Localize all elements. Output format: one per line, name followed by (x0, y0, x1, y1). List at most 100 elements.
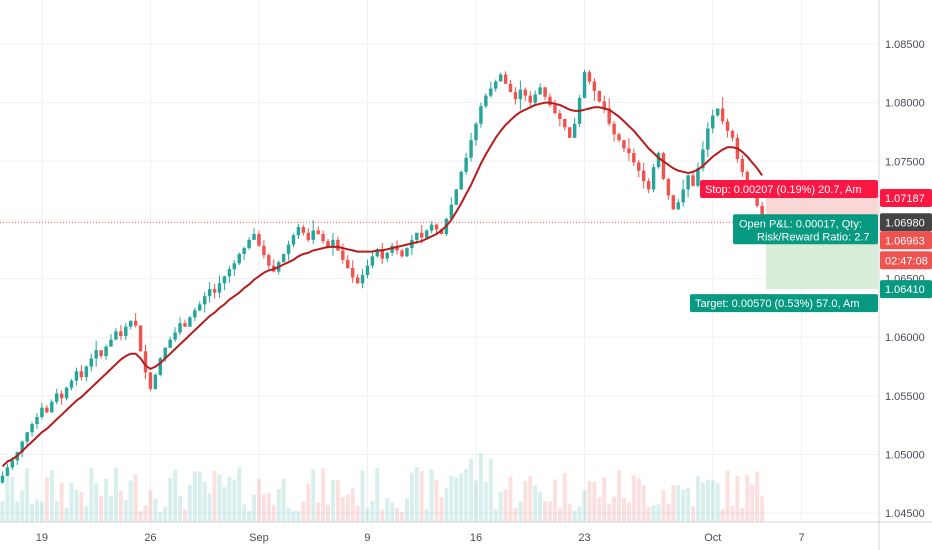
candle-body (666, 178, 671, 196)
volume-bar (212, 470, 217, 522)
candle-body (508, 83, 513, 93)
candle-body (597, 90, 602, 102)
candle-body (691, 175, 695, 186)
volume-bar (681, 489, 686, 522)
volume-bar (20, 490, 25, 522)
candle-body (676, 202, 680, 210)
volume-bar (187, 484, 192, 522)
candle-body (740, 158, 745, 172)
candle-body (479, 106, 483, 124)
volume-bar (296, 510, 301, 522)
volume-bar (617, 470, 622, 522)
ma-line (1, 101, 763, 468)
volume-bar (335, 480, 340, 522)
candle-body (306, 232, 311, 240)
volume-bar (528, 476, 533, 522)
volume-bar (15, 501, 20, 522)
target-label-text: Target: 0.00570 (0.53%) 57.0, Am (695, 298, 860, 310)
volume-bar (109, 495, 113, 522)
pnl-text: Open P&L: 0.00017, Qty: (739, 218, 862, 230)
candle-body (370, 256, 375, 266)
countdown-tag-bg (880, 251, 932, 270)
volume-bar (567, 503, 572, 522)
candle-body (207, 289, 212, 297)
y-tick-label: 1.08500 (885, 39, 925, 51)
volume-bar (0, 501, 5, 522)
candle-body (286, 244, 291, 254)
volume-bar (572, 510, 577, 522)
volume-bar (266, 493, 271, 522)
candle-body (326, 241, 330, 247)
volume-bar (192, 471, 197, 522)
target-label: Target: 0.00570 (0.53%) 57.0, Am (690, 294, 878, 313)
candle-body (572, 123, 577, 138)
candle-body (420, 232, 424, 238)
volume-bar (597, 497, 602, 522)
candle-body (637, 162, 641, 171)
candle-body (109, 339, 113, 347)
volume-bar (59, 482, 64, 522)
candle-body (25, 432, 29, 442)
candle-body (464, 157, 468, 172)
volume-bar (54, 501, 59, 522)
volume-bar (84, 506, 89, 522)
candle-body (375, 249, 380, 257)
volume-bar (321, 468, 326, 522)
candle-body (242, 248, 246, 254)
volume-bar (256, 478, 261, 522)
candle-body (69, 380, 74, 388)
volume-bar (197, 471, 202, 522)
candle-body (701, 149, 705, 169)
volume-bar (666, 504, 671, 522)
x-tick-label: Oct (704, 532, 721, 544)
candle-body (543, 87, 547, 97)
volume-bar (508, 476, 513, 522)
candle-body (311, 230, 315, 240)
volume-bars (0, 453, 765, 522)
volume-bar (577, 506, 582, 522)
current-price-tag-text: 1.06980 (885, 217, 925, 229)
volume-bar (326, 504, 330, 522)
candle-body (183, 323, 187, 327)
volume-bar (182, 508, 187, 522)
candle-body (281, 253, 286, 263)
candle-body (518, 89, 523, 100)
candle-body (153, 374, 158, 389)
x-tick-label: 9 (364, 532, 370, 544)
candle-body (138, 325, 143, 352)
candle-body (538, 87, 542, 95)
candle-body (316, 230, 320, 235)
candle-body (252, 234, 256, 240)
volume-bar (44, 477, 49, 522)
volume-bar (543, 501, 548, 522)
x-tick-label: 19 (36, 532, 48, 544)
y-tick-label: 1.08000 (885, 98, 925, 110)
stop-price-tag: 1.07187 (880, 189, 932, 208)
candle-body (681, 189, 685, 203)
candle-body (341, 250, 345, 260)
candle-body (755, 194, 759, 206)
volume-bar (25, 468, 30, 522)
volume-bar (750, 484, 755, 522)
volume-bar (676, 484, 681, 522)
target-price-tag: 1.06410 (880, 280, 932, 299)
entry-price-tag-bg (880, 231, 932, 250)
rr-text: Risk/Reward Ratio: 2.7 (757, 231, 870, 243)
candle-body (627, 148, 631, 154)
candle-body (89, 358, 93, 367)
candle-body (661, 153, 666, 179)
volume-bar (400, 511, 404, 522)
candle-body (612, 123, 616, 135)
candle-body (484, 95, 488, 107)
volume-bar (271, 504, 276, 522)
candle-body (498, 74, 503, 82)
volume-bar (725, 470, 730, 522)
volume-bar (449, 476, 454, 522)
x-tick-label: 16 (470, 532, 482, 544)
x-tick-label: 7 (798, 532, 804, 544)
volume-bar (276, 489, 281, 522)
candle-body (45, 407, 49, 413)
candle-body (59, 393, 64, 399)
volume-bar (483, 481, 488, 522)
